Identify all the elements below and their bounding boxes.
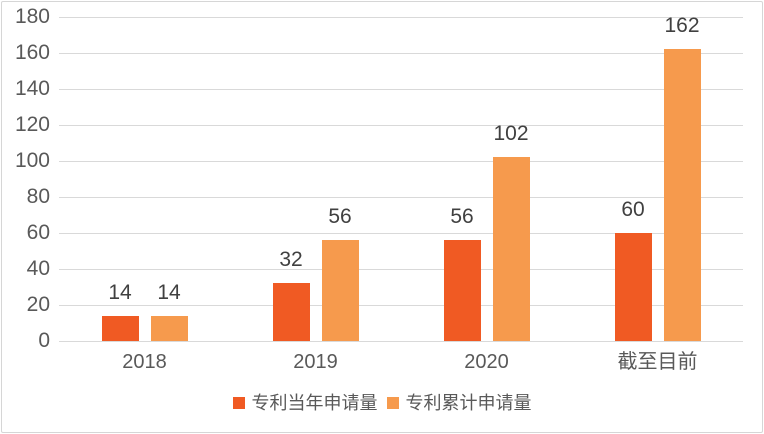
x-axis-label: 截至目前 [617, 351, 698, 373]
y-axis-tick-label: 180 [14, 5, 50, 28]
legend: 专利当年申请量 专利累计申请量 [2, 392, 762, 414]
gridline [59, 88, 743, 90]
x-axis-label: 2020 [464, 351, 509, 373]
x-axis-label: 2018 [122, 351, 167, 373]
bar-series2-截至目前 [663, 49, 701, 341]
bar-series2-2020 [492, 157, 530, 341]
bar-series2-2019 [321, 240, 359, 341]
bar-series1-2018 [101, 315, 139, 341]
y-axis-tick-label: 20 [26, 293, 50, 316]
y-axis-tick-label: 100 [14, 149, 50, 172]
x-axis-label: 2019 [293, 351, 338, 373]
y-axis-tick-label: 0 [38, 329, 50, 352]
legend-item-series1: 专利当年申请量 [232, 392, 378, 414]
bar-series2-2018 [150, 315, 188, 341]
gridline [59, 232, 743, 234]
bar-series1-截至目前 [614, 233, 652, 341]
y-axis-tick-label: 140 [14, 77, 50, 100]
data-label: 102 [493, 122, 529, 146]
gridline [59, 268, 743, 270]
y-axis-tick-label: 40 [26, 257, 50, 280]
gridline [59, 160, 743, 162]
data-label: 32 [279, 248, 303, 272]
y-axis-tick-label: 120 [14, 113, 50, 136]
y-axis-tick-label: 60 [26, 221, 50, 244]
bar-series1-2019 [272, 283, 310, 341]
data-label: 14 [108, 280, 132, 304]
legend-swatch-icon [386, 397, 399, 409]
y-axis-tick-label: 80 [26, 185, 50, 208]
gridline [59, 52, 743, 54]
data-label: 162 [664, 14, 700, 38]
data-label: 60 [621, 198, 645, 221]
gridline [59, 124, 743, 126]
gridline [59, 304, 743, 306]
y-axis-tick-label: 160 [14, 41, 50, 64]
data-label: 14 [157, 280, 181, 304]
data-label: 56 [328, 205, 352, 229]
legend-item-series2: 专利累计申请量 [386, 392, 532, 414]
gridline [59, 16, 743, 18]
gridline [59, 340, 743, 342]
gridline [59, 196, 743, 198]
bar-series1-2020 [443, 240, 481, 341]
legend-label: 专利当年申请量 [251, 393, 378, 413]
legend-label: 专利累计申请量 [405, 393, 532, 413]
data-label: 56 [450, 205, 474, 229]
legend-swatch-icon [232, 397, 245, 409]
